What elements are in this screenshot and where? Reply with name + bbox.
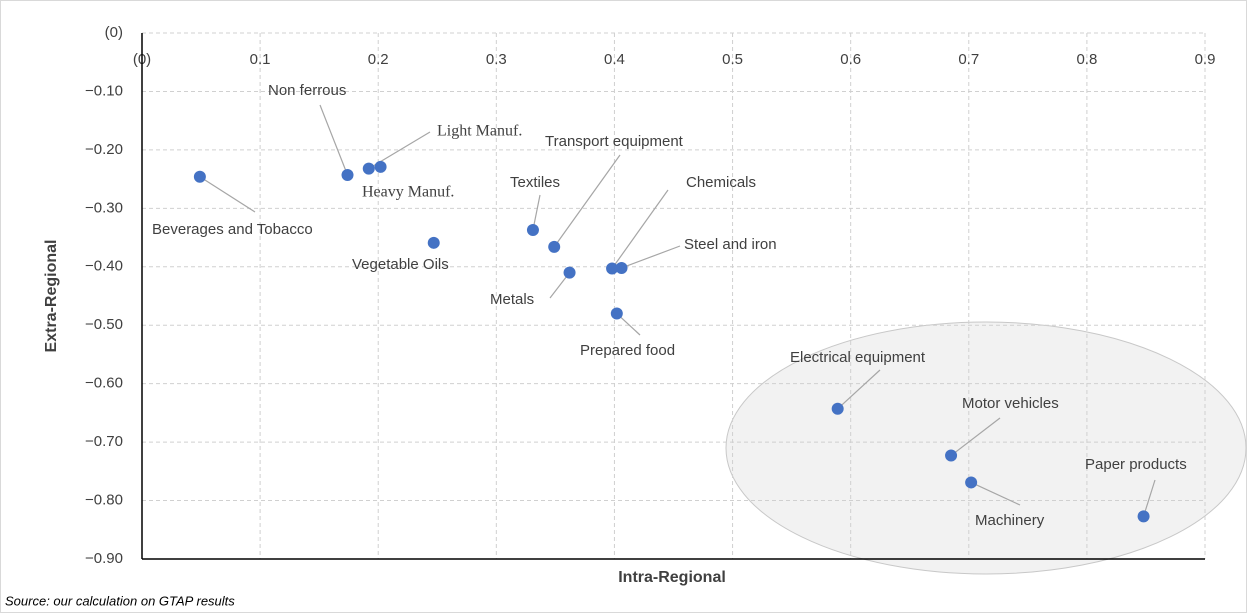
point-label: Chemicals [686, 174, 756, 191]
leader-line [970, 481, 1021, 506]
x-tick-label: 0.4 [604, 51, 625, 68]
y-tick-label: −0.40 [85, 258, 123, 275]
point-label: Motor vehicles [962, 395, 1059, 412]
x-tick-label: 0.2 [368, 51, 389, 68]
leader-line [950, 417, 1001, 457]
point-label: Metals [490, 291, 534, 308]
point [374, 160, 387, 173]
source-note: Source: our calculation on GTAP results [5, 593, 235, 608]
y-tick-label: −0.30 [85, 199, 123, 216]
x-tick-label: 0.5 [722, 51, 743, 68]
x-tick-label: 0.6 [840, 51, 861, 68]
point [610, 307, 623, 320]
y-tick-label: (0) [105, 24, 123, 41]
point-label: Beverages and Tobacco [152, 221, 313, 238]
point [563, 266, 576, 279]
y-tick-label: −0.90 [85, 550, 123, 567]
point [606, 262, 619, 275]
point-label: Steel and iron [684, 236, 777, 253]
highlight-ellipse [725, 321, 1247, 575]
point-label: Textiles [510, 174, 560, 191]
point [965, 476, 978, 489]
leader-line [837, 369, 881, 410]
point [427, 236, 440, 249]
point-label: Non ferrous [268, 82, 346, 99]
x-tick-label: 0.1 [250, 51, 271, 68]
x-tick-label: 0.8 [1076, 51, 1097, 68]
y-tick-label: −0.50 [85, 316, 123, 333]
point-label: Transport equipment [545, 133, 684, 150]
point [1137, 510, 1150, 523]
leader-line [1143, 479, 1156, 517]
point-label: Paper products [1085, 456, 1187, 473]
point [362, 162, 375, 175]
y-tick-label: −0.70 [85, 433, 123, 450]
y-tick-label: −0.80 [85, 492, 123, 509]
point [193, 170, 206, 183]
x-tick-label: 0.9 [1195, 51, 1216, 68]
y-tick-label: −0.60 [85, 375, 123, 392]
x-axis-title: Intra-Regional [618, 569, 726, 586]
point-label: Electrical equipment [790, 349, 926, 366]
leader-line [553, 154, 621, 248]
point-label: Machinery [975, 512, 1045, 529]
point [526, 223, 539, 236]
x-tick-label: 0.3 [486, 51, 507, 68]
point-label: Prepared food [580, 342, 675, 359]
leader-line [621, 245, 681, 269]
y-tick-label: −0.20 [85, 141, 123, 158]
y-tick-label: −0.10 [85, 82, 123, 99]
leader-line [199, 176, 256, 213]
leader-line [611, 189, 669, 269]
point [341, 169, 354, 182]
y-axis-title: Extra-Regional [43, 240, 60, 353]
point-label: Light Manuf. [437, 123, 522, 140]
point [831, 402, 844, 415]
point [615, 261, 628, 274]
point-label: Vegetable Oils [352, 256, 449, 273]
point [548, 240, 561, 253]
point [945, 449, 958, 462]
leader-line [319, 104, 349, 176]
point-label: Heavy Manuf. [362, 184, 454, 201]
x-tick-label: 0.7 [958, 51, 979, 68]
